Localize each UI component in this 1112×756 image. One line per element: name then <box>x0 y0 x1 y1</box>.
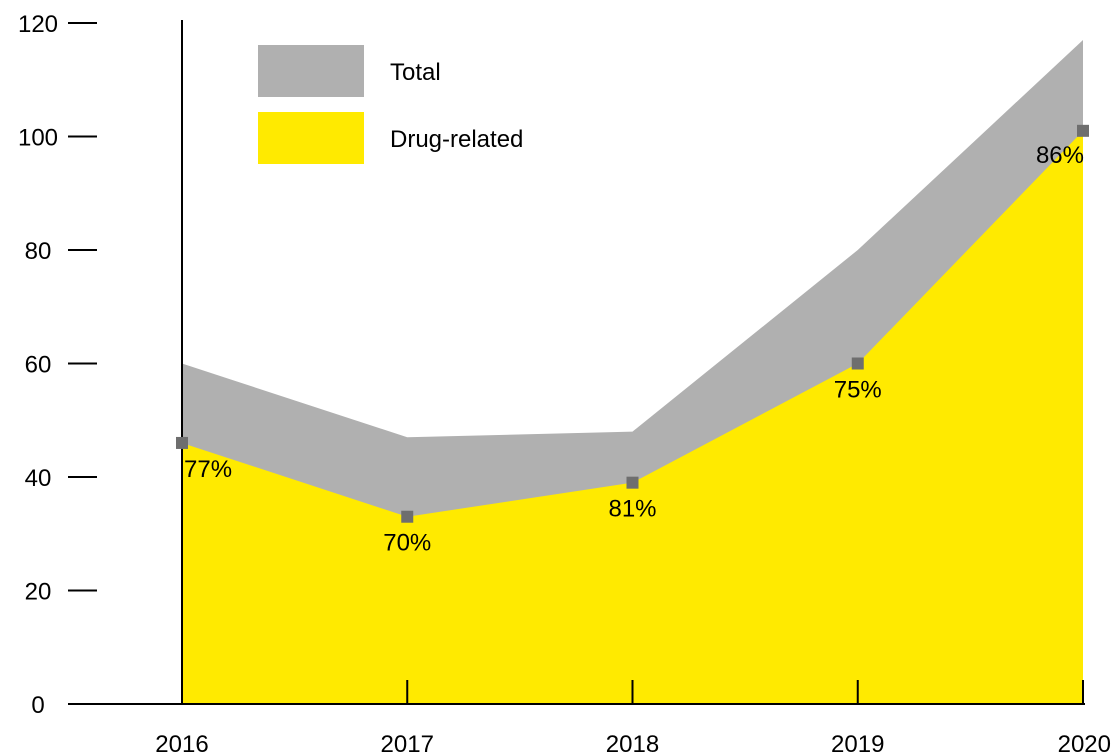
legend-label: Total <box>390 59 441 86</box>
data-label: 77% <box>184 456 232 483</box>
data-marker <box>176 436 188 449</box>
x-tick-label: 2019 <box>831 731 884 756</box>
y-tick-label: 100 <box>18 125 58 152</box>
data-marker <box>626 476 639 489</box>
data-label: 75% <box>834 377 882 404</box>
x-tick-label: 2016 <box>155 731 208 756</box>
y-tick-label: 40 <box>25 465 52 492</box>
y-tick-label: 120 <box>18 11 58 38</box>
x-tick-labels: 2016 2017 2018 2019 2020 <box>155 680 1111 756</box>
y-tick-label: 80 <box>25 238 52 265</box>
data-label: 86% <box>1036 142 1084 169</box>
axes <box>68 20 1085 705</box>
data-markers <box>176 124 1089 523</box>
x-tick-label: 2018 <box>606 731 659 756</box>
legend: Total Drug-related <box>258 45 523 164</box>
data-label: 70% <box>383 530 431 557</box>
data-marker <box>401 510 414 523</box>
y-tick-label: 20 <box>25 579 52 606</box>
x-tick-label: 2017 <box>381 731 434 756</box>
area-layer <box>182 40 1083 704</box>
legend-label: Drug-related <box>390 126 523 153</box>
data-labels: 77% 70% 81% 75% 86% <box>184 142 1084 557</box>
y-tick-label: 0 <box>31 692 44 719</box>
data-marker <box>851 357 864 370</box>
x-tick-label: 2020 <box>1058 731 1111 756</box>
data-label: 81% <box>608 496 656 523</box>
data-marker <box>1077 124 1089 137</box>
area-drug-related <box>182 130 1083 704</box>
y-tick-label: 60 <box>25 352 52 379</box>
legend-swatch-total <box>258 45 364 97</box>
y-ticks: 0 20 40 60 80 100 120 <box>18 11 97 719</box>
legend-swatch-drug-related <box>258 112 364 164</box>
